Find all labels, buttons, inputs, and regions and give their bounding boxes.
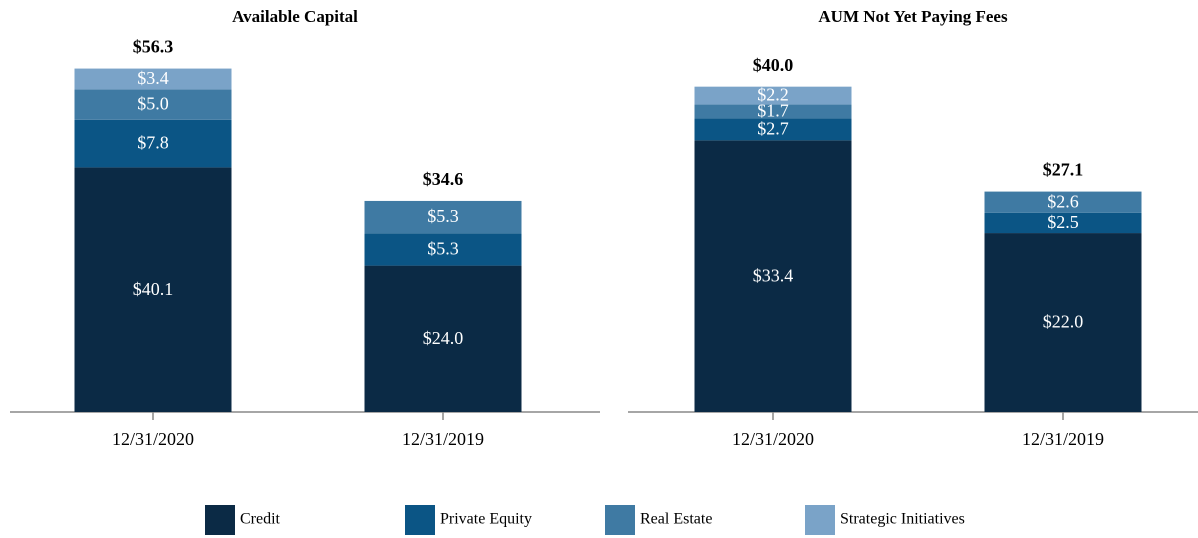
bar-segment <box>74 119 232 168</box>
value-label: $1.7 <box>757 101 789 121</box>
legend-label: Strategic Initiatives <box>840 511 965 528</box>
value-label: $22.0 <box>1043 312 1084 332</box>
x-tick-label: 12/31/2019 <box>1022 429 1104 449</box>
bar-segment <box>694 118 852 141</box>
value-label: $2.2 <box>757 85 789 105</box>
bar-segment <box>694 86 852 105</box>
value-label: $33.4 <box>753 265 794 285</box>
bar-segment <box>74 89 232 120</box>
value-label: $2.6 <box>1047 191 1079 211</box>
value-label: $5.0 <box>137 94 169 114</box>
bar-segment <box>694 104 852 119</box>
legend-label: Private Equity <box>440 511 532 528</box>
total-label: $27.1 <box>1043 160 1084 180</box>
bar-segment <box>984 233 1142 412</box>
x-tick-label: 12/31/2019 <box>402 429 484 449</box>
value-label: $5.3 <box>427 206 459 226</box>
bar-segment <box>364 200 522 234</box>
x-tick-label: 12/31/2020 <box>732 429 814 449</box>
bar-segment <box>74 167 232 412</box>
value-label: $24.0 <box>423 328 464 348</box>
chart-title: AUM Not Yet Paying Fees <box>818 7 1008 26</box>
bar-segment <box>364 265 522 412</box>
value-label: $5.3 <box>427 239 459 259</box>
bar-segment <box>694 140 852 412</box>
legend-swatch <box>205 505 235 535</box>
value-label: $2.7 <box>757 118 789 138</box>
bar-segment <box>984 212 1142 234</box>
chart-title: Available Capital <box>232 7 358 26</box>
value-label: $2.5 <box>1047 212 1079 232</box>
legend-swatch <box>605 505 635 535</box>
value-label: $40.1 <box>133 279 174 299</box>
total-label: $40.0 <box>753 55 794 75</box>
legend-label: Credit <box>240 511 281 528</box>
legend-swatch <box>805 505 835 535</box>
bar-segment <box>74 68 232 90</box>
value-label: $3.4 <box>137 68 169 88</box>
total-label: $34.6 <box>423 169 464 189</box>
legend-label: Real Estate <box>640 511 712 528</box>
legend-swatch <box>405 505 435 535</box>
x-tick-label: 12/31/2020 <box>112 429 194 449</box>
value-label: $7.8 <box>137 133 169 153</box>
bar-segment <box>364 233 522 266</box>
total-label: $56.3 <box>133 37 174 57</box>
bar-segment <box>984 191 1142 213</box>
